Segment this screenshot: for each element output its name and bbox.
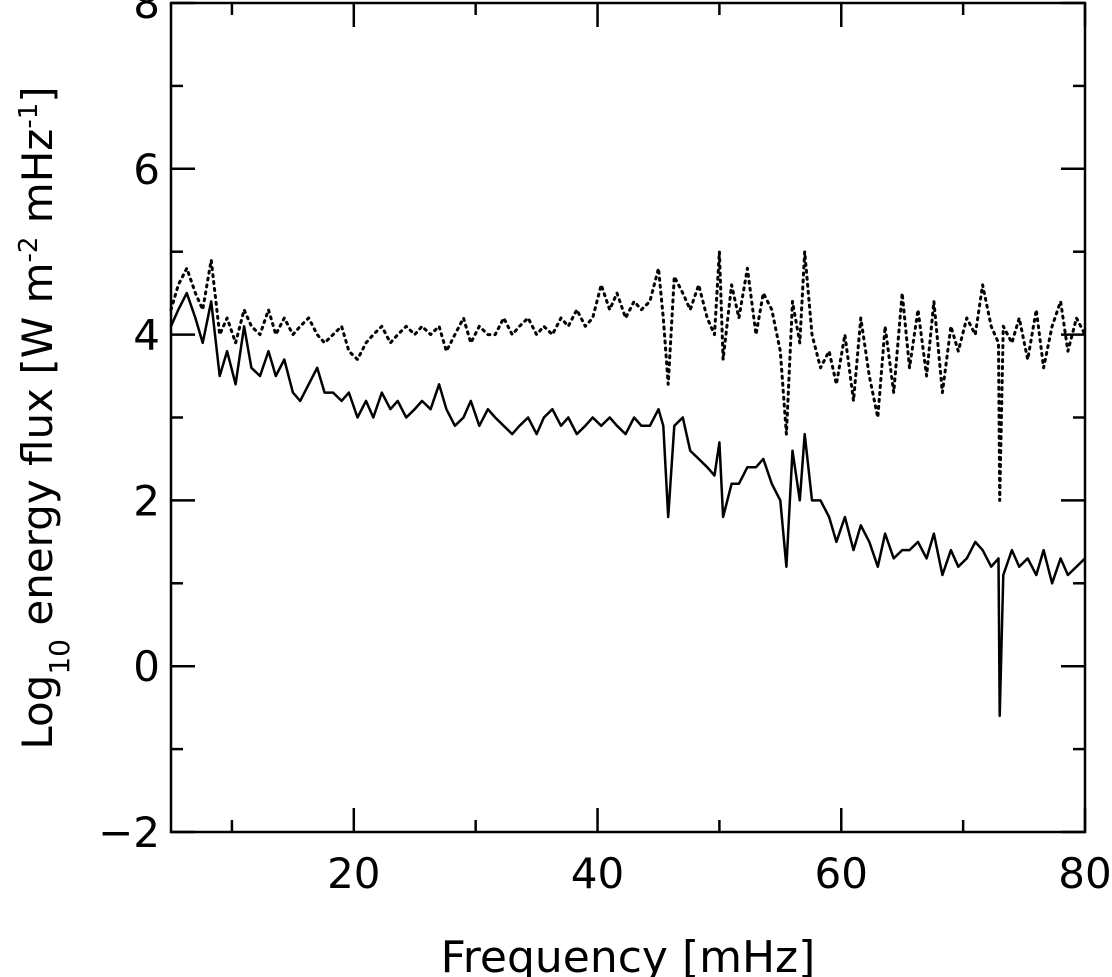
- plot-frame: [169, 1, 1087, 834]
- series-solid-line: [169, 291, 1086, 718]
- x-tick-label: 60: [815, 849, 868, 898]
- series-layer: [169, 250, 1087, 718]
- y-axis-label: Log10 energy flux [W m-2 mHz-1]: [13, 86, 76, 749]
- y-tick-label: 4: [133, 311, 160, 360]
- y-tick-label: 6: [133, 145, 160, 194]
- x-axis-label: Frequency [mHz]: [441, 932, 816, 977]
- tick-marks: [171, 1, 1087, 834]
- x-tick-label: 20: [327, 849, 380, 898]
- y-tick-label: 2: [133, 476, 160, 525]
- x-tick-label: 40: [571, 849, 624, 898]
- y-tick-label: −2: [98, 808, 160, 857]
- tick-labels: 20 40 60 80 −2 0 2 4 6 8: [98, 0, 1112, 898]
- y-tick-label: 8: [133, 0, 160, 28]
- series-dotted-line: [169, 250, 1087, 502]
- x-tick-label: 80: [1058, 849, 1111, 898]
- y-tick-label: 0: [133, 642, 160, 691]
